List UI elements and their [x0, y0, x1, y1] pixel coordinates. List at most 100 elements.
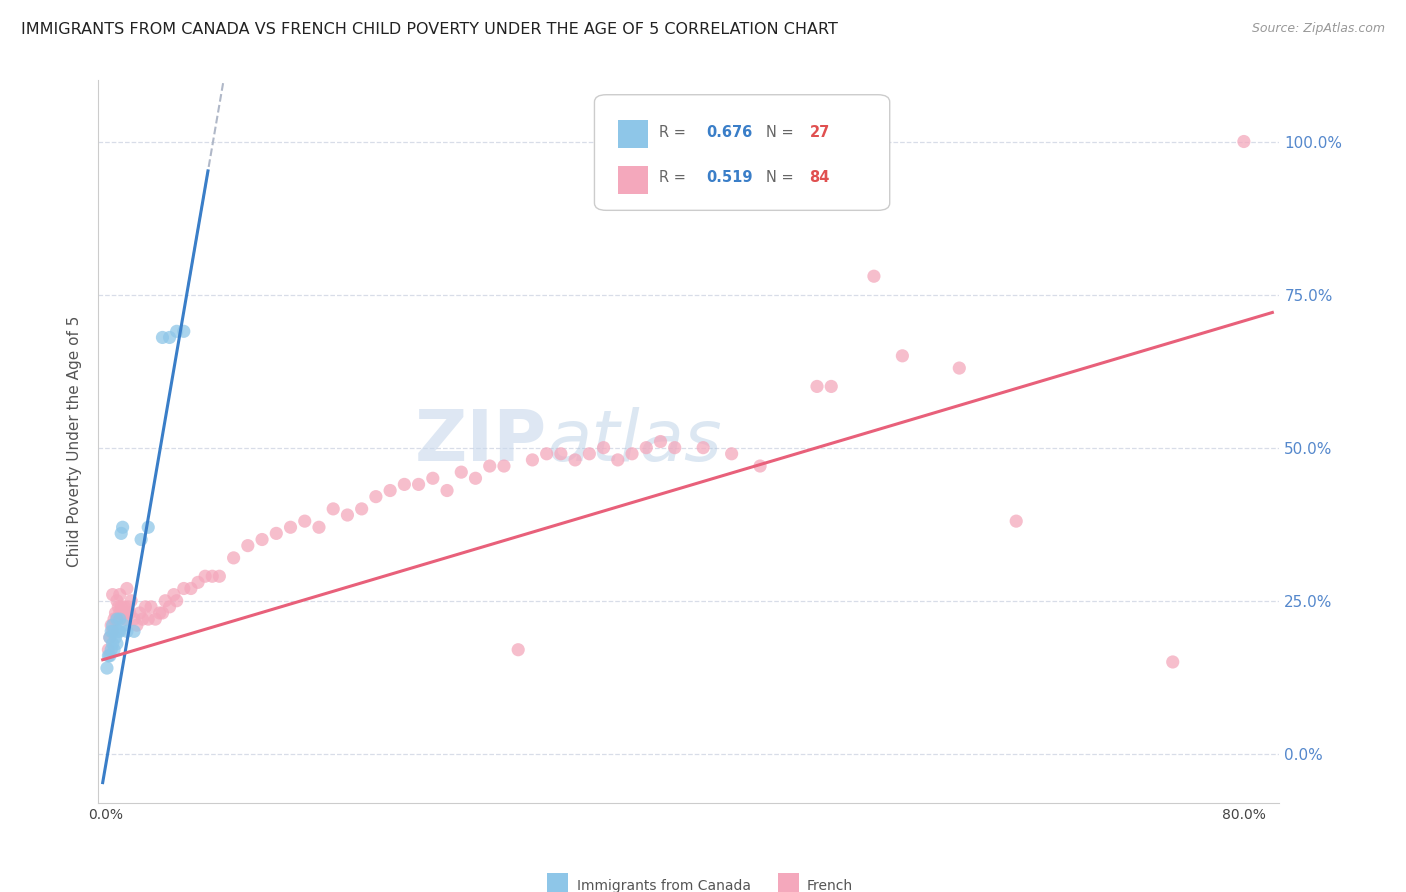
Point [820, 379, 842, 393]
Point [222, 550, 245, 565]
Text: IMMIGRANTS FROM CANADA VS FRENCH CHILD POVERTY UNDER THE AGE OF 5 CORRELATION CH: IMMIGRANTS FROM CANADA VS FRENCH CHILD P… [21, 22, 838, 37]
Point [692, 441, 714, 455]
FancyBboxPatch shape [778, 873, 799, 892]
Point [408, 477, 430, 491]
Point [636, 441, 658, 455]
Point [108, 606, 131, 620]
Point [1161, 655, 1184, 669]
Point [134, 599, 156, 614]
Point [166, 593, 188, 607]
Point [101, 637, 124, 651]
Point [173, 324, 195, 338]
Point [664, 441, 686, 455]
Point [863, 269, 886, 284]
Text: 0.676: 0.676 [707, 125, 752, 140]
Point [129, 533, 152, 547]
Point [97, 642, 120, 657]
Text: N =: N = [766, 170, 799, 186]
Point [948, 361, 970, 376]
Point [364, 490, 387, 504]
Point [564, 453, 586, 467]
Point [136, 520, 159, 534]
Point [104, 606, 127, 620]
Point [155, 593, 177, 607]
FancyBboxPatch shape [619, 120, 648, 148]
Point [194, 569, 217, 583]
Point [96, 661, 118, 675]
Text: 0.519: 0.519 [707, 170, 754, 186]
Point [105, 612, 128, 626]
Point [166, 324, 188, 338]
Point [749, 458, 772, 473]
Point [187, 575, 209, 590]
Point [308, 520, 330, 534]
Point [159, 330, 181, 344]
Text: ZIP: ZIP [415, 407, 547, 476]
Text: R =: R = [659, 125, 690, 140]
Point [108, 588, 131, 602]
FancyBboxPatch shape [595, 95, 890, 211]
Point [117, 599, 139, 614]
Point [492, 458, 515, 473]
Text: French: French [807, 879, 853, 892]
Point [120, 593, 142, 607]
Point [100, 618, 122, 632]
Point [101, 624, 124, 639]
Point [98, 631, 121, 645]
Point [550, 447, 572, 461]
Point [322, 502, 344, 516]
Point [720, 447, 742, 461]
Point [250, 533, 273, 547]
Point [173, 582, 195, 596]
Point [110, 599, 132, 614]
Text: atlas: atlas [547, 407, 721, 476]
Point [280, 520, 302, 534]
Point [294, 514, 316, 528]
Point [115, 624, 138, 639]
Point [128, 606, 150, 620]
Point [201, 569, 224, 583]
Point [100, 624, 122, 639]
Text: Source: ZipAtlas.com: Source: ZipAtlas.com [1251, 22, 1385, 36]
Point [107, 599, 129, 614]
Point [422, 471, 444, 485]
Point [508, 642, 530, 657]
Point [100, 642, 122, 657]
Point [103, 624, 125, 639]
Point [131, 612, 153, 626]
Point [114, 612, 136, 626]
Point [104, 631, 127, 645]
FancyBboxPatch shape [619, 166, 648, 194]
Point [98, 648, 121, 663]
Point [136, 612, 159, 626]
Point [378, 483, 401, 498]
Point [578, 447, 600, 461]
Point [606, 453, 628, 467]
Point [122, 624, 145, 639]
Text: 84: 84 [810, 170, 830, 186]
Y-axis label: Child Poverty Under the Age of 5: Child Poverty Under the Age of 5 [67, 316, 83, 567]
Point [152, 606, 174, 620]
Point [101, 618, 124, 632]
Point [266, 526, 288, 541]
Point [450, 465, 472, 479]
Point [650, 434, 672, 449]
Point [108, 612, 131, 626]
Point [336, 508, 359, 522]
Point [112, 618, 135, 632]
Point [149, 606, 172, 620]
Point [208, 569, 231, 583]
Point [152, 330, 174, 344]
Point [105, 612, 128, 626]
Point [112, 599, 135, 614]
Point [478, 458, 501, 473]
Point [111, 606, 134, 620]
Point [436, 483, 458, 498]
Point [163, 588, 186, 602]
Point [536, 447, 558, 461]
Point [1233, 135, 1256, 149]
Point [522, 453, 544, 467]
Point [621, 447, 644, 461]
Point [394, 477, 416, 491]
Point [122, 612, 145, 626]
